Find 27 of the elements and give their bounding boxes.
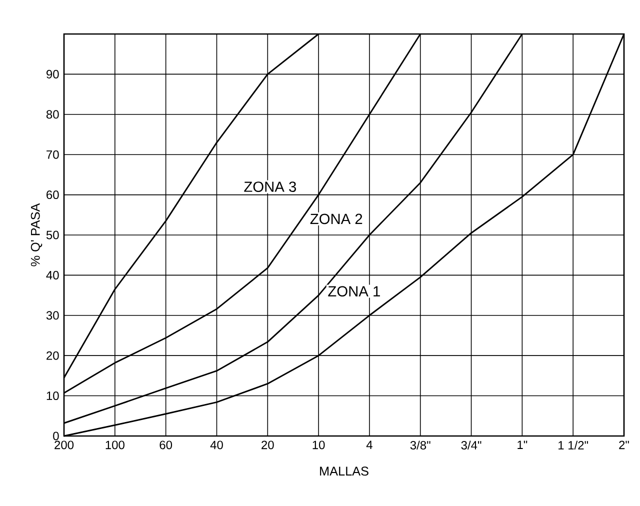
y-tick-label: 20: [46, 351, 59, 360]
y-tick-label: 80: [46, 110, 59, 119]
y-axis-title: % Q' PASA: [30, 203, 42, 266]
x-tick-label: 3/4": [461, 440, 482, 450]
y-tick-label: 70: [46, 150, 59, 159]
x-axis-title: MALLAS: [320, 466, 368, 476]
x-tick-label: 100: [106, 440, 124, 450]
y-tick-label: 30: [46, 311, 59, 320]
x-tick-label: 1 1/2": [558, 440, 588, 450]
x-tick-label: 2": [619, 440, 629, 450]
x-tick-label: 20: [262, 440, 274, 450]
y-tick-label: 10: [46, 392, 59, 400]
x-tick-label: 4: [366, 440, 372, 449]
x-tick-label: 3/8": [410, 440, 430, 450]
x-tick-label: 60: [160, 440, 172, 450]
annotation: ZONA 1: [328, 286, 380, 296]
x-tick-label: 10: [312, 440, 325, 450]
annotation: ZONA 2: [310, 214, 362, 224]
y-tick-label: 0: [53, 432, 59, 440]
y-tick-label: 60: [46, 190, 59, 200]
y-tick-label: 50: [46, 230, 59, 240]
y-tick-label: 40: [46, 270, 59, 280]
x-tick-label: 1": [518, 440, 528, 449]
annotation: ZONA 3: [244, 182, 296, 192]
y-tick-label: 90: [46, 70, 59, 78]
x-tick-label: 200: [54, 440, 74, 450]
x-tick-label: 40: [210, 440, 223, 450]
